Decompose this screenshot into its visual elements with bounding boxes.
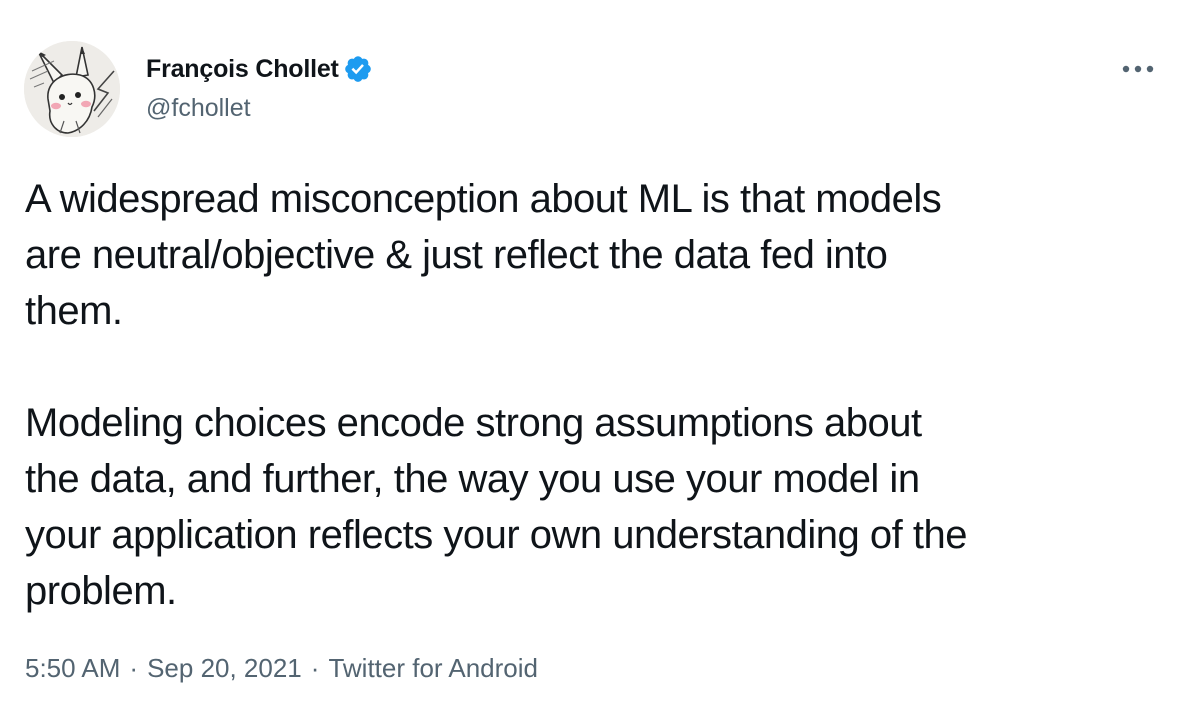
more-icon — [1122, 65, 1154, 73]
pikachu-sketch-avatar-icon — [24, 41, 120, 137]
tweet-text: A widespread misconception about ML is t… — [25, 171, 1175, 619]
tweet-date-link[interactable]: Sep 20, 2021 — [147, 653, 302, 683]
tweet-text-line: A widespread misconception about ML is t… — [25, 177, 942, 221]
avatar[interactable] — [24, 41, 120, 137]
tweet-text-line: the data, and further, the way you use y… — [25, 457, 920, 501]
author-name-row[interactable]: François Chollet — [146, 53, 373, 85]
tweet-text-line: your application reflects your own under… — [25, 513, 967, 557]
tweet-text-line: are neutral/objective & just reflect the… — [25, 233, 888, 277]
verified-badge-icon — [343, 54, 373, 84]
tweet-text-line: problem. — [25, 569, 177, 613]
author-handle[interactable]: @fchollet — [146, 94, 251, 122]
tweet-time-link[interactable]: 5:50 AM — [25, 653, 121, 683]
tweet-text-line: Modeling choices encode strong assumptio… — [25, 401, 922, 445]
meta-separator: · — [129, 653, 139, 683]
tweet-meta: 5:50 AM · Sep 20, 2021 · Twitter for And… — [25, 653, 538, 684]
tweet-source-link[interactable]: Twitter for Android — [328, 653, 538, 683]
tweet-text-line: them. — [25, 289, 123, 333]
more-options-button[interactable] — [1118, 54, 1158, 84]
author-display-name[interactable]: François Chollet — [146, 54, 339, 83]
paragraph-gap — [25, 339, 1175, 395]
meta-separator: · — [310, 653, 320, 683]
